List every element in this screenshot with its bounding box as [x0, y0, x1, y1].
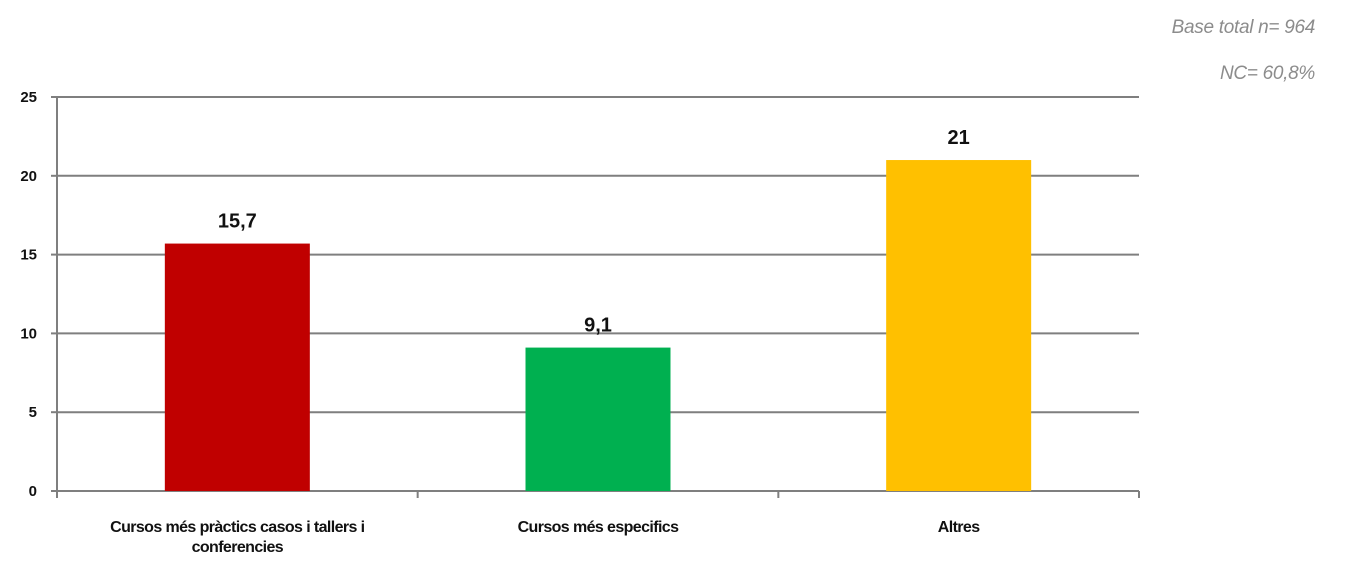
- data-label: 15,7: [218, 211, 257, 233]
- bar: [886, 160, 1032, 492]
- y-tick-label: 0: [29, 483, 37, 500]
- y-tick-label: 15: [20, 247, 37, 264]
- y-tick-label: 25: [20, 89, 37, 106]
- x-category-label: Cursos més especifics: [518, 519, 680, 536]
- data-label: 9,1: [584, 315, 612, 337]
- nc-note: NC= 60,8%: [1220, 63, 1315, 84]
- base-total-note: Base total n= 964: [1171, 17, 1316, 38]
- data-label: 21: [948, 127, 970, 149]
- x-category-label: Altres: [938, 519, 980, 536]
- y-tick-label: 5: [29, 404, 37, 421]
- x-category-label: conferencies: [192, 539, 284, 556]
- x-category-label: Cursos més pràctics casos i tallers i: [110, 519, 365, 536]
- bar: [525, 347, 671, 491]
- bar: [164, 243, 310, 491]
- y-tick-label: 10: [20, 325, 37, 342]
- y-tick-label: 20: [20, 168, 37, 185]
